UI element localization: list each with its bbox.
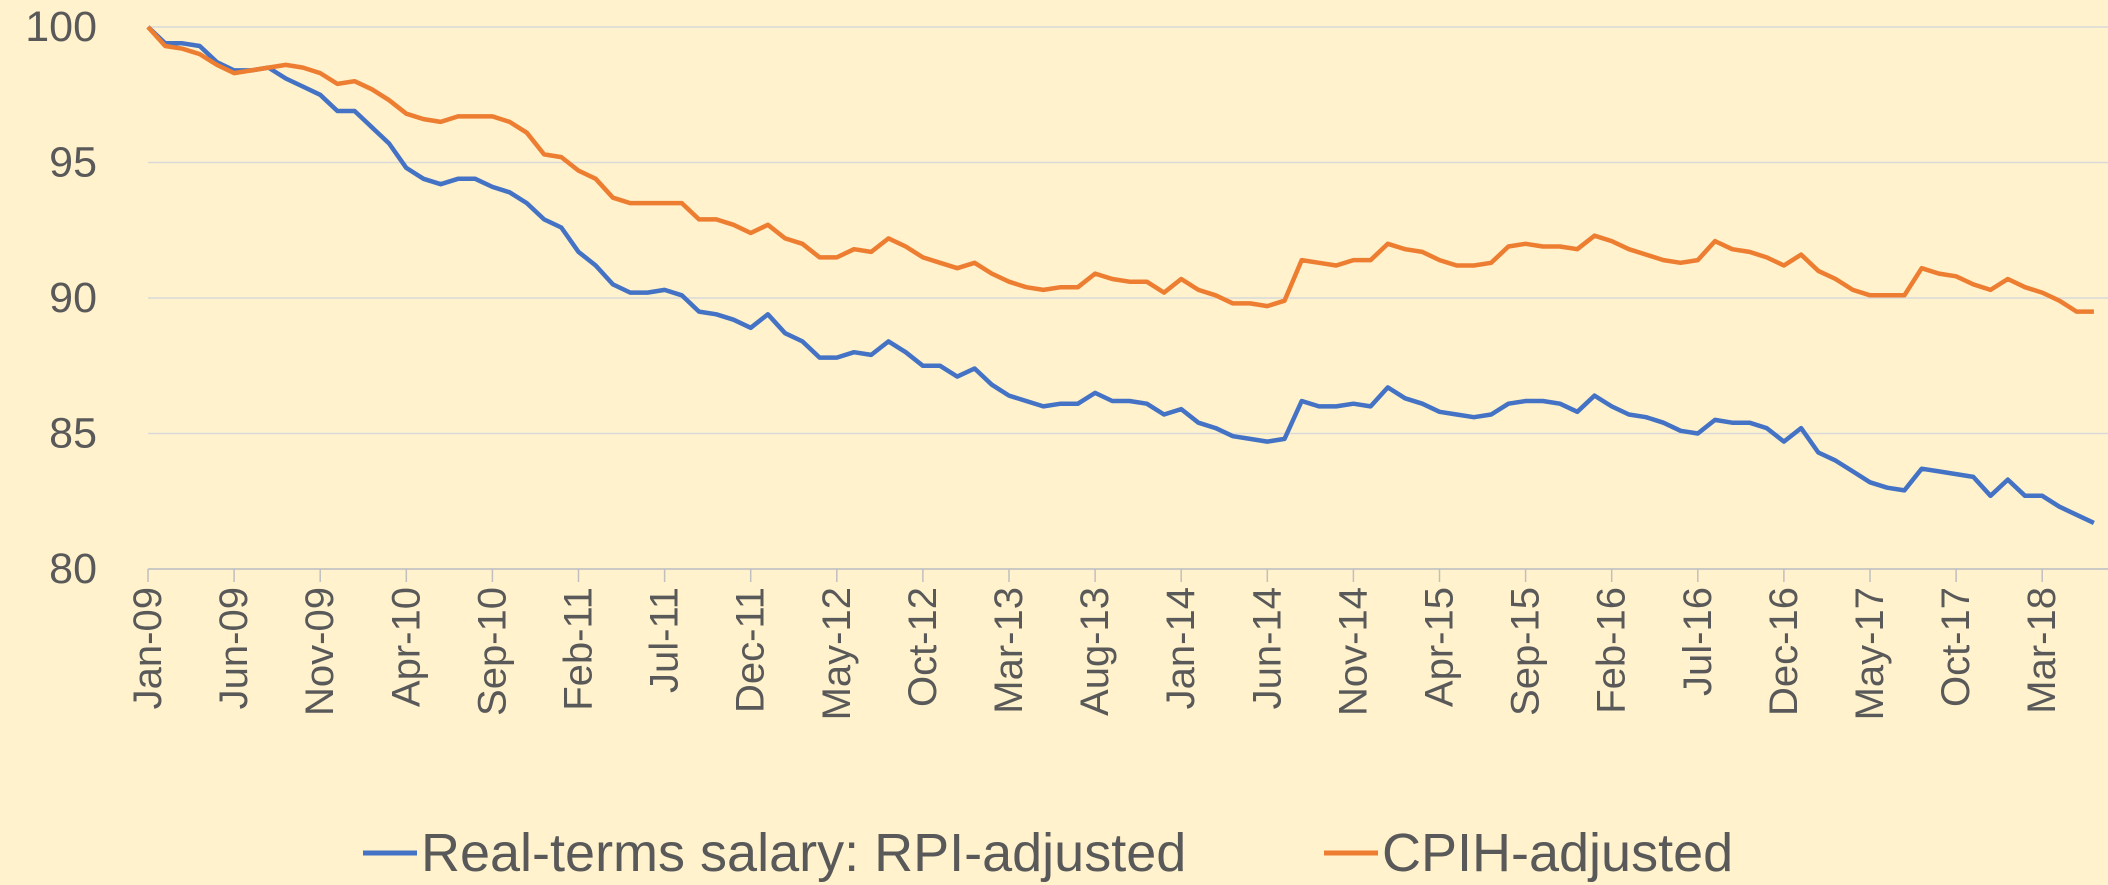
x-tick-label: May-17: [1848, 587, 1892, 720]
x-tick-label: Nov-09: [298, 587, 342, 716]
x-tick-label: Dec-11: [729, 587, 773, 713]
x-tick-label: Sep-10: [470, 587, 514, 716]
x-tick-label: Apr-10: [384, 587, 428, 707]
x-tick-label: Dec-16: [1762, 587, 1806, 716]
x-tick-label: Aug-13: [1073, 587, 1117, 716]
y-tick-label: 100: [25, 3, 97, 51]
x-tick-label: Mar-18: [2020, 587, 2064, 714]
x-tick-label: Sep-15: [1504, 587, 1548, 716]
x-tick-label: Jun-14: [1245, 587, 1289, 709]
y-tick-label: 80: [49, 545, 97, 593]
x-tick-label: Jun-09: [212, 587, 256, 709]
legend-label: CPIH-adjusted: [1382, 823, 1733, 883]
x-tick-label: Oct-12: [901, 587, 945, 707]
x-tick-label: Jul-16: [1676, 587, 1720, 696]
x-tick-label: Oct-17: [1934, 587, 1978, 707]
x-tick-label: Jan-09: [126, 587, 170, 709]
x-tick-label: Feb-11: [557, 587, 601, 711]
y-tick-label: 85: [49, 410, 97, 458]
line-series: [146, 25, 2094, 314]
legend-label: Real-terms salary: RPI-adjusted: [421, 823, 1186, 883]
x-tick-label: Jul-11: [643, 587, 687, 693]
x-tick-label: Nov-14: [1331, 587, 1375, 716]
x-tick-label: Mar-13: [987, 587, 1031, 714]
y-tick-label: 90: [49, 274, 97, 322]
x-tick-label: Feb-16: [1590, 587, 1634, 714]
x-tick-label: May-12: [815, 587, 859, 720]
line-series: [146, 25, 2095, 525]
x-tick-label: Apr-15: [1418, 587, 1462, 707]
x-tick-label: Jan-14: [1159, 587, 1203, 709]
y-tick-label: 95: [49, 139, 97, 187]
